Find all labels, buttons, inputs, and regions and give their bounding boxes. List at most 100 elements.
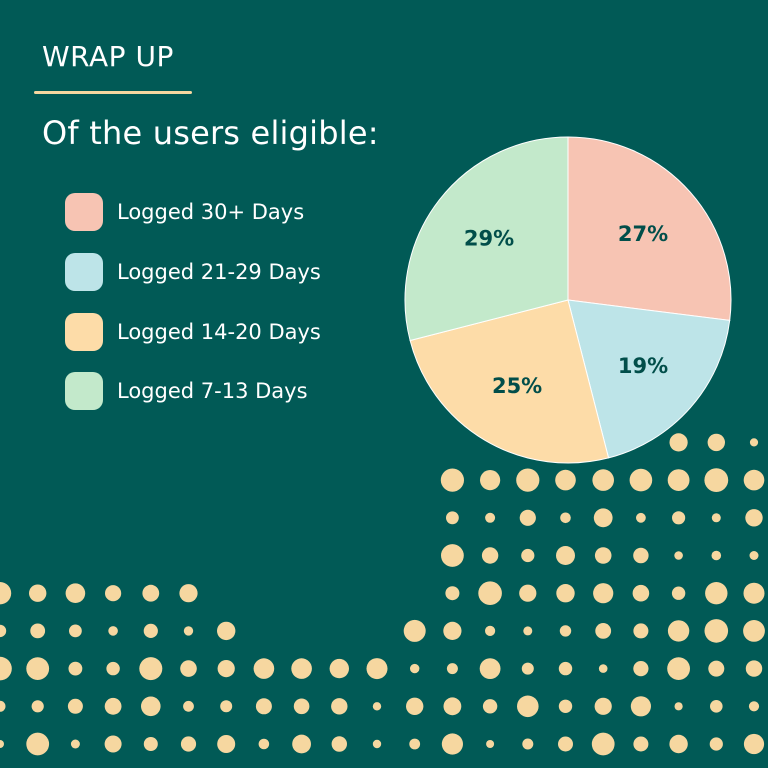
decorative-dot <box>629 468 653 492</box>
decorative-dot <box>708 660 725 677</box>
decorative-dot <box>710 700 723 713</box>
decorative-dot <box>555 469 576 491</box>
decorative-dot <box>709 737 723 751</box>
decorative-dot <box>409 738 421 750</box>
decorative-dot <box>69 624 82 638</box>
decorative-dot <box>704 619 729 643</box>
decorative-dot <box>595 623 612 639</box>
decorative-dot <box>486 740 495 748</box>
decorative-dot <box>293 698 310 715</box>
decorative-dot <box>523 626 533 636</box>
slice-value-label: 25% <box>492 374 542 398</box>
decorative-dot <box>0 624 7 638</box>
decorative-dot <box>485 625 496 637</box>
decorative-dot <box>441 733 463 755</box>
decorative-dot <box>749 551 759 560</box>
decorative-dot <box>106 661 120 676</box>
decorative-dot <box>633 661 649 677</box>
decorative-dot <box>65 583 86 603</box>
pie-slice-14-20 <box>409 299 610 464</box>
legend-swatch <box>65 193 103 231</box>
decorative-dot <box>516 468 540 492</box>
decorative-dot <box>26 657 50 680</box>
decorative-dot <box>593 508 613 528</box>
decorative-dot <box>0 656 12 681</box>
decorative-dot <box>104 735 122 753</box>
decorative-dot <box>745 509 763 527</box>
decorative-dot <box>704 468 729 492</box>
decorative-dot <box>558 661 573 676</box>
decorative-dot <box>255 698 272 715</box>
decorative-dot <box>674 702 683 711</box>
decorative-dot <box>70 739 80 749</box>
pie-slice-30-plus <box>567 136 732 321</box>
decorative-dot <box>68 661 83 676</box>
decorative-dot <box>592 469 614 491</box>
decorative-dot <box>372 739 382 749</box>
decorative-dot <box>556 546 575 565</box>
decorative-dot <box>743 469 765 491</box>
decorative-dot <box>446 511 459 525</box>
decorative-dot <box>480 470 501 491</box>
legend-label: Logged 14-20 Days <box>117 320 321 344</box>
legend-item-21-29: Logged 21-29 Days <box>65 253 321 291</box>
decorative-dot <box>591 732 615 756</box>
decorative-dot <box>598 664 608 673</box>
decorative-dot <box>558 699 573 713</box>
decorative-dot <box>30 623 46 639</box>
decorative-dot <box>630 696 652 717</box>
decorative-dot <box>0 582 12 605</box>
decorative-dot <box>667 469 690 491</box>
decorative-dot <box>707 433 725 452</box>
decorative-dot <box>329 658 349 679</box>
decorative-dot <box>217 621 236 641</box>
decorative-dot <box>669 734 688 754</box>
decorative-dot <box>636 512 646 523</box>
decorative-dot <box>558 736 573 752</box>
decorative-dot <box>143 737 158 751</box>
decorative-dot <box>180 736 197 752</box>
section-label: WRAP UP <box>42 40 174 73</box>
decorative-dot <box>743 582 765 604</box>
decorative-dot <box>446 663 458 675</box>
decorative-dot <box>183 700 194 712</box>
legend-item-14-20: Logged 14-20 Days <box>65 313 321 351</box>
decorative-dot <box>743 620 765 642</box>
decorative-dot <box>29 584 47 602</box>
legend-item-30-plus: Logged 30+ Days <box>65 193 304 231</box>
decorative-dot <box>745 660 763 677</box>
decorative-dot <box>482 699 498 714</box>
decorative-dot <box>748 701 760 712</box>
legend-item-7-13: Logged 7-13 Days <box>65 372 308 410</box>
decorative-dot <box>372 702 382 711</box>
decorative-dot <box>633 623 649 639</box>
slice-value-label: 29% <box>464 227 514 251</box>
decorative-dot <box>220 700 233 713</box>
legend-swatch <box>65 372 103 410</box>
decorative-dot <box>521 662 534 675</box>
decorative-dot <box>31 700 44 713</box>
decorative-dot <box>443 697 462 716</box>
decorative-dot <box>143 623 158 639</box>
decorative-dot <box>594 547 612 564</box>
decorative-dot <box>366 658 388 680</box>
decorative-dot <box>671 586 686 600</box>
legend-swatch <box>65 313 103 351</box>
decorative-dot <box>67 698 83 714</box>
decorative-dot <box>522 738 534 750</box>
decorative-dot <box>443 621 462 641</box>
decorative-dot <box>104 697 122 715</box>
decorative-dot <box>705 582 728 605</box>
legend-swatch <box>65 253 103 291</box>
decorative-dot <box>403 619 426 642</box>
decorative-dot <box>485 512 496 523</box>
decorative-dot <box>253 658 275 679</box>
decorative-dot <box>481 547 499 564</box>
decorative-dot <box>292 734 311 754</box>
decorative-dot <box>331 698 348 715</box>
decorative-dot <box>632 584 650 602</box>
legend-label: Logged 7-13 Days <box>117 379 308 403</box>
pie-slice-21-29 <box>567 299 731 459</box>
